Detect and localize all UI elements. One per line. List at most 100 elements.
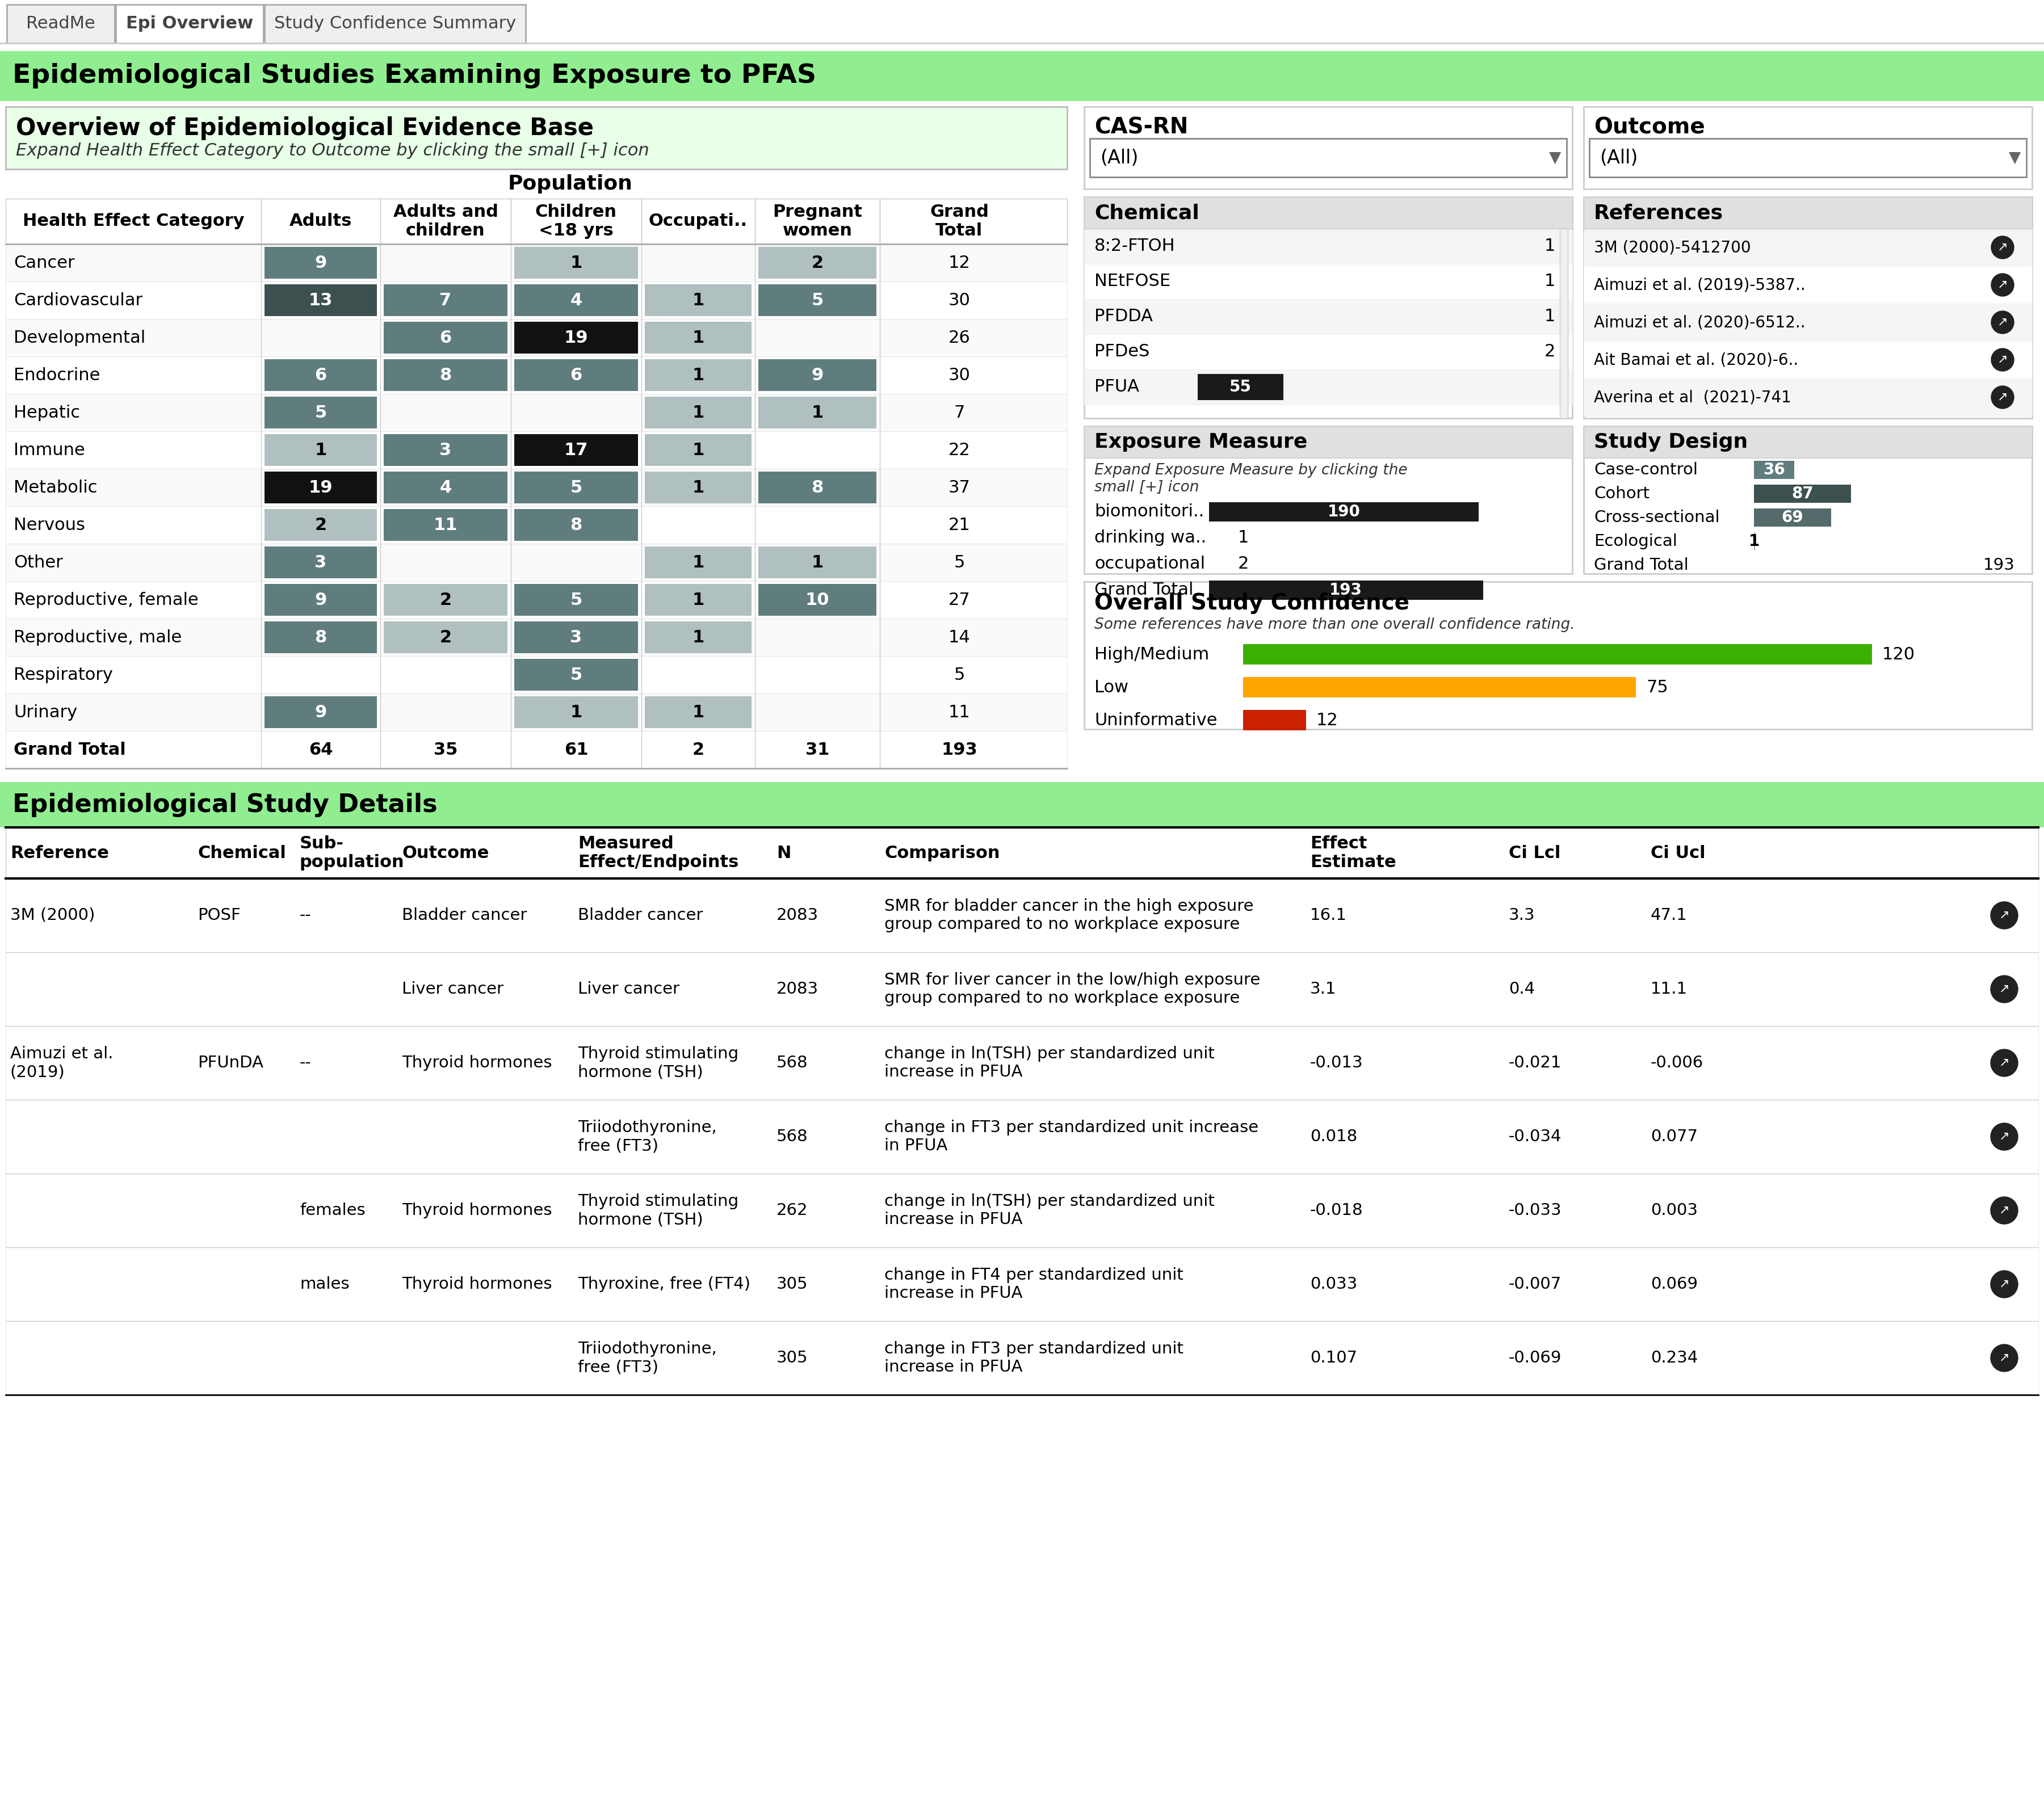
Text: 2: 2 [693,741,705,758]
Text: Exposure Measure: Exposure Measure [1094,432,1308,452]
Text: Grand Total: Grand Total [1594,557,1688,573]
Bar [117,5,264,43]
Text: 0.077: 0.077 [1652,1128,1699,1144]
Text: Comparison: Comparison [885,844,1000,861]
Text: -0.034: -0.034 [1508,1128,1562,1144]
Text: 2083: 2083 [777,908,818,924]
Text: Immune: Immune [14,441,86,457]
Text: 1: 1 [811,553,824,571]
Bar [758,584,877,617]
Text: 1: 1 [693,367,705,383]
Text: 1: 1 [693,629,705,645]
Text: 30: 30 [948,367,971,383]
Text: 17: 17 [564,441,589,457]
Text: Bladder cancer: Bladder cancer [403,908,527,924]
Bar [1590,139,2026,177]
Text: ↗: ↗ [1999,1204,2009,1217]
Text: Epidemiological Study Details: Epidemiological Study Details [12,792,437,817]
Bar [515,248,638,278]
Text: 1: 1 [693,291,705,309]
Bar [384,434,507,466]
Text: 4: 4 [439,479,452,495]
Text: 2083: 2083 [777,982,818,996]
Text: ↗: ↗ [1997,242,2007,253]
Circle shape [1991,1271,2017,1298]
Text: Developmental: Developmental [14,329,145,345]
Bar [264,434,376,466]
Text: change in FT4 per standardized unit
increase in PFUA: change in FT4 per standardized unit incr… [885,1267,1183,1302]
Text: 22: 22 [948,441,971,457]
Bar [644,584,752,617]
Text: Study Design: Study Design [1594,432,1748,452]
Text: Overall Study Confidence: Overall Study Confidence [1094,593,1410,615]
Text: 5: 5 [570,479,583,495]
Text: 27: 27 [948,591,971,607]
Bar [758,546,877,579]
Text: 193: 193 [1329,582,1363,598]
Bar [384,584,507,617]
Text: 3: 3 [570,629,583,645]
Bar [6,618,1067,656]
Text: 9: 9 [315,591,327,607]
Circle shape [1991,237,2013,259]
Text: 19: 19 [564,329,589,345]
Text: 262: 262 [777,1202,807,1219]
Bar [6,432,1067,468]
Text: ↗: ↗ [1999,909,2009,920]
Text: 8: 8 [811,479,824,495]
Text: Population: Population [509,174,634,193]
Text: Thyroid hormones: Thyroid hormones [403,1202,552,1219]
Text: 3M (2000)-5412700: 3M (2000)-5412700 [1594,239,1752,255]
Text: Grand
Total: Grand Total [930,204,989,239]
Text: Liver cancer: Liver cancer [403,982,503,996]
Text: -0.018: -0.018 [1310,1202,1363,1219]
Text: 4: 4 [570,291,583,309]
Text: Grand Total: Grand Total [14,741,127,758]
Text: 3.1: 3.1 [1310,982,1337,996]
Bar [1083,107,1572,190]
Text: 1: 1 [315,441,327,457]
Bar [384,510,507,541]
Text: Measured
Effect/Endpoints: Measured Effect/Endpoints [578,835,738,871]
Text: PFDeS: PFDeS [1094,344,1149,360]
Bar [264,248,376,278]
Text: Hepatic: Hepatic [14,405,80,421]
Text: NEtFOSE: NEtFOSE [1094,273,1171,289]
Bar [6,394,1067,432]
Bar [515,658,638,691]
Circle shape [1991,1049,2017,1076]
Text: Metabolic: Metabolic [14,479,98,495]
Text: Outcome: Outcome [1594,116,1705,137]
Bar [1083,197,1572,418]
Text: Sub-
population: Sub- population [300,835,405,871]
Text: 19: 19 [309,479,333,495]
Bar [515,696,638,729]
Text: 190: 190 [1327,504,1359,521]
Text: 2: 2 [1545,344,1555,360]
Text: 193: 193 [940,741,977,758]
Bar [264,5,525,43]
Text: 3: 3 [315,553,327,571]
Bar [6,730,1067,768]
Text: 6: 6 [439,329,452,345]
Text: -0.033: -0.033 [1508,1202,1562,1219]
Text: 35: 35 [433,741,458,758]
Bar [1584,197,2032,228]
Text: Bladder cancer: Bladder cancer [578,908,703,924]
Text: 10: 10 [805,591,830,607]
Text: 8: 8 [570,517,583,533]
Text: Cardiovascular: Cardiovascular [14,291,143,309]
Text: ↗: ↗ [1997,354,2007,365]
Text: -0.007: -0.007 [1508,1276,1562,1293]
Bar [515,622,638,653]
Bar [1754,485,1852,503]
Bar [515,472,638,503]
Circle shape [1991,1345,2017,1372]
Bar [1210,503,1478,521]
Text: Study Confidence Summary: Study Confidence Summary [274,16,515,33]
Text: 1: 1 [1545,309,1555,325]
Text: 64: 64 [309,741,333,758]
Text: Ait Bamai et al. (2020)-6..: Ait Bamai et al. (2020)-6.. [1594,353,1799,367]
Text: 0.107: 0.107 [1310,1351,1357,1365]
Bar [1584,427,2032,573]
